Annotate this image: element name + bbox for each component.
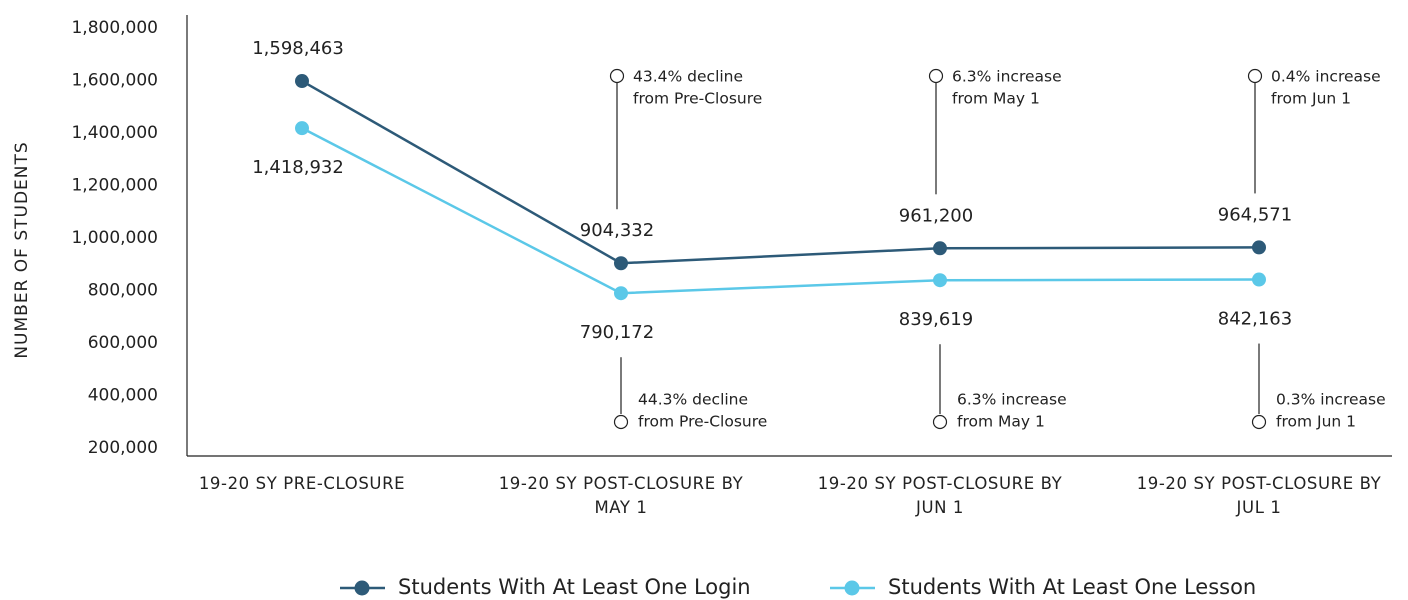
annotation-text: 44.3% decline bbox=[638, 391, 748, 409]
y-axis-label: NUMBER OF STUDENTS bbox=[12, 141, 32, 358]
data-label: 1,418,932 bbox=[252, 157, 344, 178]
y-tick-label: 600,000 bbox=[88, 333, 158, 353]
annotation-text: 0.3% increase bbox=[1276, 391, 1386, 409]
annotation-text: from May 1 bbox=[952, 90, 1040, 108]
legend-label: Students With At Least One Login bbox=[398, 575, 751, 599]
annotation-text: from Pre-Closure bbox=[633, 90, 762, 108]
x-tick-label: 19-20 SY POST-CLOSURE BY MAY 1 bbox=[498, 474, 744, 517]
annotation-text: from May 1 bbox=[957, 413, 1045, 431]
annotation-marker bbox=[1247, 68, 1263, 84]
legend-label: Students With At Least One Lesson bbox=[888, 575, 1256, 599]
annotation-text: 0.4% increase bbox=[1271, 68, 1381, 86]
data-label: 904,332 bbox=[580, 220, 654, 241]
series-line bbox=[301, 127, 1260, 295]
data-point bbox=[933, 241, 947, 256]
x-tick-label: 19-20 SY PRE-CLOSURE bbox=[198, 474, 406, 493]
annotation-text: 6.3% increase bbox=[952, 68, 1062, 86]
y-tick-label: 1,200,000 bbox=[71, 176, 158, 196]
legend-swatch bbox=[354, 580, 370, 596]
data-point bbox=[295, 121, 309, 136]
data-label: 842,163 bbox=[1218, 309, 1292, 330]
y-tick-label: 1,600,000 bbox=[71, 71, 158, 91]
y-tick-label: 1,400,000 bbox=[71, 123, 158, 143]
data-label: 790,172 bbox=[580, 322, 654, 343]
y-tick-label: 800,000 bbox=[88, 281, 158, 301]
y-tick-label: 200,000 bbox=[88, 438, 158, 458]
data-point bbox=[1252, 272, 1266, 287]
annotation-marker bbox=[932, 414, 948, 430]
annotation-text: from Jun 1 bbox=[1276, 413, 1356, 431]
annotation-marker bbox=[1251, 414, 1267, 430]
legend-swatch bbox=[844, 580, 860, 596]
x-tick-label: 19-20 SY POST-CLOSURE BY JUN 1 bbox=[817, 474, 1063, 517]
y-tick-label: 1,000,000 bbox=[71, 228, 158, 248]
annotation-marker bbox=[928, 68, 944, 84]
data-label: 961,200 bbox=[899, 205, 973, 226]
annotation-text: 6.3% increase bbox=[957, 391, 1067, 409]
data-label: 1,598,463 bbox=[252, 38, 344, 59]
y-tick-label: 1,800,000 bbox=[71, 18, 158, 38]
annotation-marker bbox=[613, 414, 629, 430]
annotation-text: from Jun 1 bbox=[1271, 90, 1351, 108]
y-tick-label: 400,000 bbox=[88, 386, 158, 406]
data-point bbox=[614, 286, 628, 301]
series-line bbox=[301, 79, 1260, 265]
data-point bbox=[1252, 240, 1266, 255]
annotation-text: from Pre-Closure bbox=[638, 413, 767, 431]
data-point bbox=[614, 256, 628, 271]
annotation-text: 43.4% decline bbox=[633, 68, 743, 86]
annotation-marker bbox=[609, 68, 625, 84]
data-point bbox=[295, 74, 309, 89]
data-label: 839,619 bbox=[899, 309, 973, 330]
data-label: 964,571 bbox=[1218, 204, 1292, 225]
x-tick-label: 19-20 SY POST-CLOSURE BY JUL 1 bbox=[1136, 474, 1382, 517]
data-point bbox=[933, 273, 947, 288]
